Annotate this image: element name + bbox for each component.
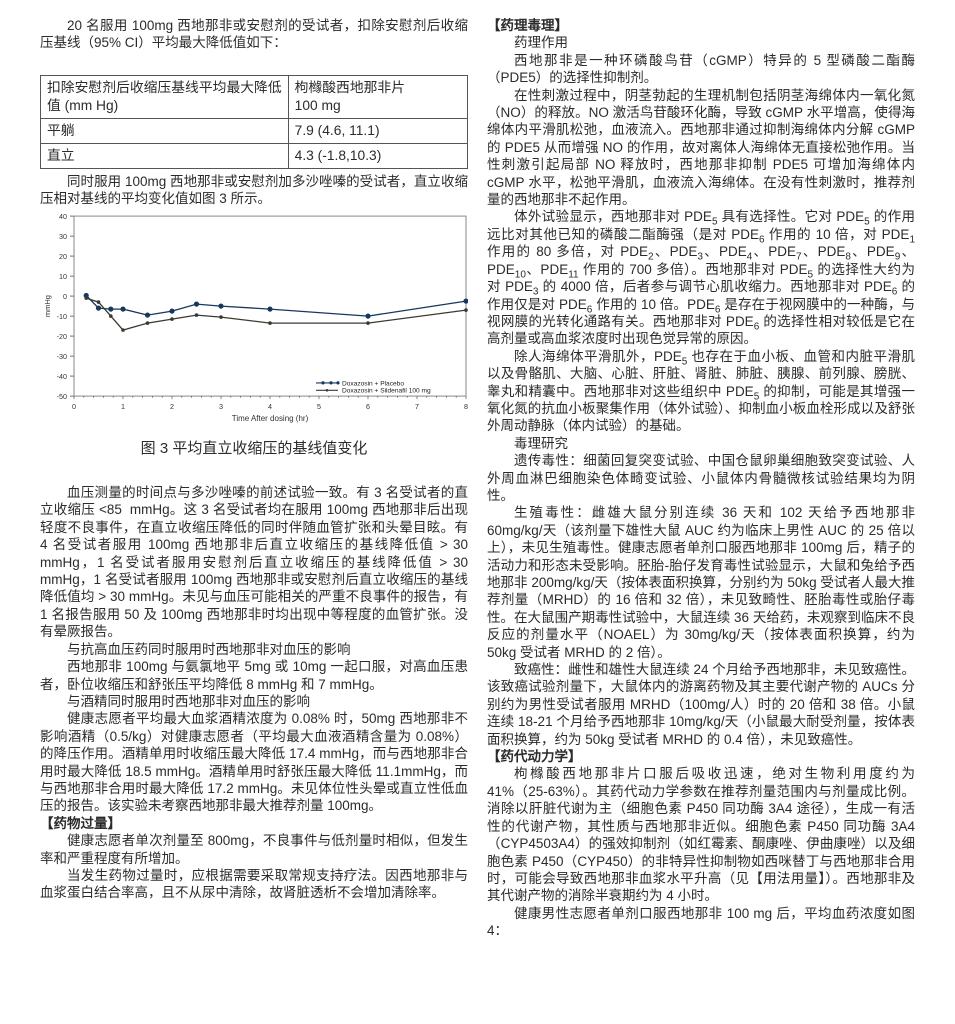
svg-text:40: 40 <box>59 212 67 221</box>
svg-text:-20: -20 <box>57 332 67 341</box>
svg-text:1: 1 <box>121 402 125 411</box>
svg-text:3: 3 <box>219 402 223 411</box>
svg-text:2: 2 <box>170 402 174 411</box>
svg-text:-30: -30 <box>57 352 67 361</box>
svg-text:5: 5 <box>317 402 321 411</box>
svg-text:Doxazosin + Placebo: Doxazosin + Placebo <box>342 380 404 387</box>
svg-text:mmHg: mmHg <box>43 295 52 317</box>
svg-text:0: 0 <box>72 402 76 411</box>
svg-text:0: 0 <box>63 292 67 301</box>
svg-text:Doxazosin + Sildenafil 100 mg: Doxazosin + Sildenafil 100 mg <box>342 387 431 394</box>
svg-text:10: 10 <box>59 272 67 281</box>
svg-text:6: 6 <box>366 402 370 411</box>
svg-text:-50: -50 <box>57 392 67 401</box>
svg-text:Time After dosing (hr): Time After dosing (hr) <box>232 414 309 423</box>
svg-text:-10: -10 <box>57 312 67 321</box>
svg-text:20: 20 <box>59 252 67 261</box>
svg-text:-40: -40 <box>57 372 67 381</box>
svg-text:7: 7 <box>415 402 419 411</box>
svg-text:4: 4 <box>268 402 272 411</box>
svg-text:8: 8 <box>464 402 468 411</box>
svg-text:30: 30 <box>59 232 67 241</box>
